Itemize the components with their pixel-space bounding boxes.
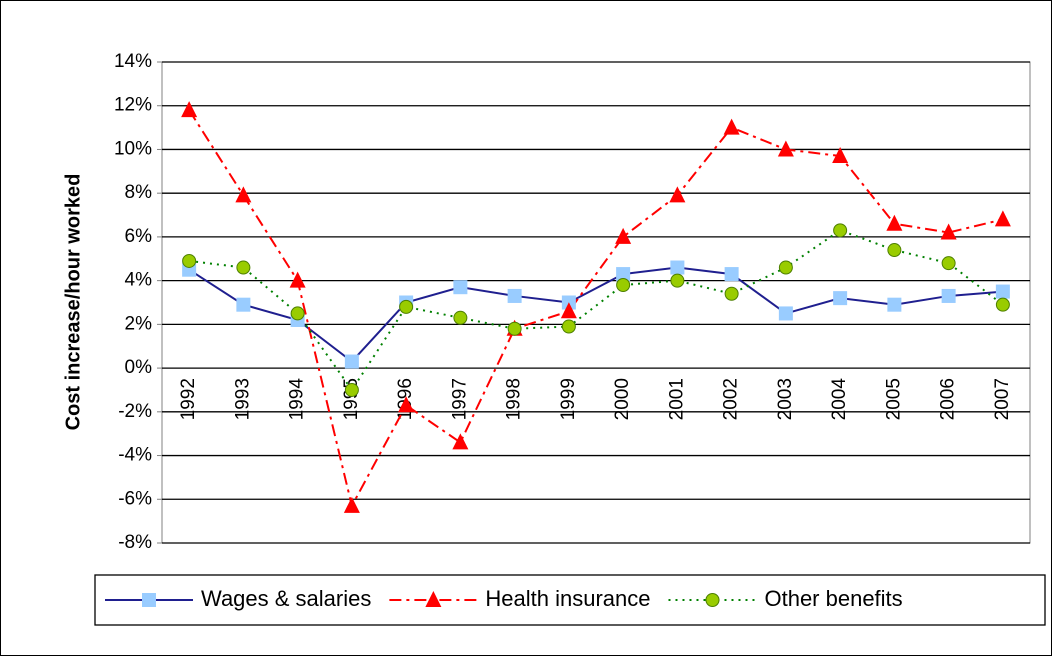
x-tick-label: 2007 (992, 378, 1013, 420)
legend-marker (142, 593, 156, 607)
y-tick-label: 6% (125, 226, 153, 247)
y-tick-label: 12% (114, 95, 152, 116)
y-tick-label: -4% (118, 445, 152, 466)
data-point (399, 299, 414, 314)
y-tick-label: 14% (114, 51, 152, 72)
data-point (616, 278, 631, 293)
data-point (236, 297, 251, 312)
data-point (833, 291, 848, 306)
legend-marker (705, 593, 720, 607)
data-point (453, 310, 468, 325)
data-point (289, 271, 306, 288)
data-point (723, 118, 740, 135)
x-tick-label: 1992 (178, 378, 199, 420)
x-tick-label: 1993 (232, 378, 253, 420)
data-point (995, 297, 1010, 312)
x-tick-label: 1997 (449, 378, 470, 420)
data-point (507, 321, 522, 336)
data-point (669, 186, 686, 203)
y-tick-label: 4% (125, 270, 153, 291)
y-tick-label: 0% (125, 357, 153, 378)
data-point (941, 256, 956, 271)
y-axis-label: Cost increase/hour worked (62, 174, 84, 431)
y-tick-label: 2% (125, 313, 153, 334)
x-tick-label: 1998 (504, 378, 525, 420)
x-tick-label: 2002 (721, 378, 742, 420)
series-line (188, 266, 1003, 363)
legend-marker (425, 591, 442, 607)
data-point (343, 496, 360, 513)
series-line (188, 109, 1004, 509)
y-tick-label: -6% (118, 488, 152, 509)
legend-label: Health insurance (485, 586, 650, 611)
data-point (833, 223, 848, 238)
legend-label: Other benefits (764, 586, 902, 611)
data-point (778, 260, 793, 275)
data-point (236, 260, 251, 275)
y-tick-label: -8% (118, 532, 152, 553)
x-tick-label: 2003 (775, 378, 796, 420)
x-tick-label: 2005 (883, 378, 904, 420)
x-tick-label: 2001 (666, 378, 687, 420)
y-tick-label: -2% (118, 401, 152, 422)
x-tick-label: 1999 (558, 378, 579, 420)
data-point (670, 273, 685, 288)
data-point (724, 286, 739, 301)
data-point (777, 140, 794, 157)
data-point (941, 288, 956, 303)
x-tick-label: 2000 (612, 378, 633, 420)
data-point (616, 267, 631, 282)
legend: Wages & salaries Health insurance Other be… (94, 574, 1046, 626)
data-point (561, 319, 576, 334)
data-point (344, 382, 359, 397)
data-point (452, 433, 469, 450)
data-point (453, 280, 468, 295)
y-tick-label: 8% (125, 182, 153, 203)
legend-box (94, 574, 1046, 626)
data-point (670, 260, 685, 275)
data-point (724, 267, 739, 282)
data-point (994, 210, 1011, 227)
data-point (886, 214, 903, 231)
y-tick-label: 10% (114, 138, 152, 159)
data-point (344, 354, 359, 369)
data-point (832, 147, 849, 164)
data-point (887, 297, 902, 312)
data-point (290, 306, 305, 321)
data-point (507, 288, 522, 303)
data-point (398, 396, 415, 413)
plot-area (161, 61, 1031, 544)
x-tick-label: 2004 (829, 378, 850, 421)
x-tick-label: 1994 (287, 378, 308, 421)
legend-label: Wages & salaries (201, 586, 371, 611)
data-point (778, 306, 793, 321)
data-point (995, 284, 1010, 299)
data-point (181, 101, 198, 118)
data-point (182, 253, 197, 268)
x-tick-label: 2006 (938, 378, 959, 420)
data-point (940, 223, 957, 240)
data-point (615, 227, 632, 244)
data-point (235, 186, 252, 203)
data-point (887, 243, 902, 258)
data-point (560, 302, 577, 319)
